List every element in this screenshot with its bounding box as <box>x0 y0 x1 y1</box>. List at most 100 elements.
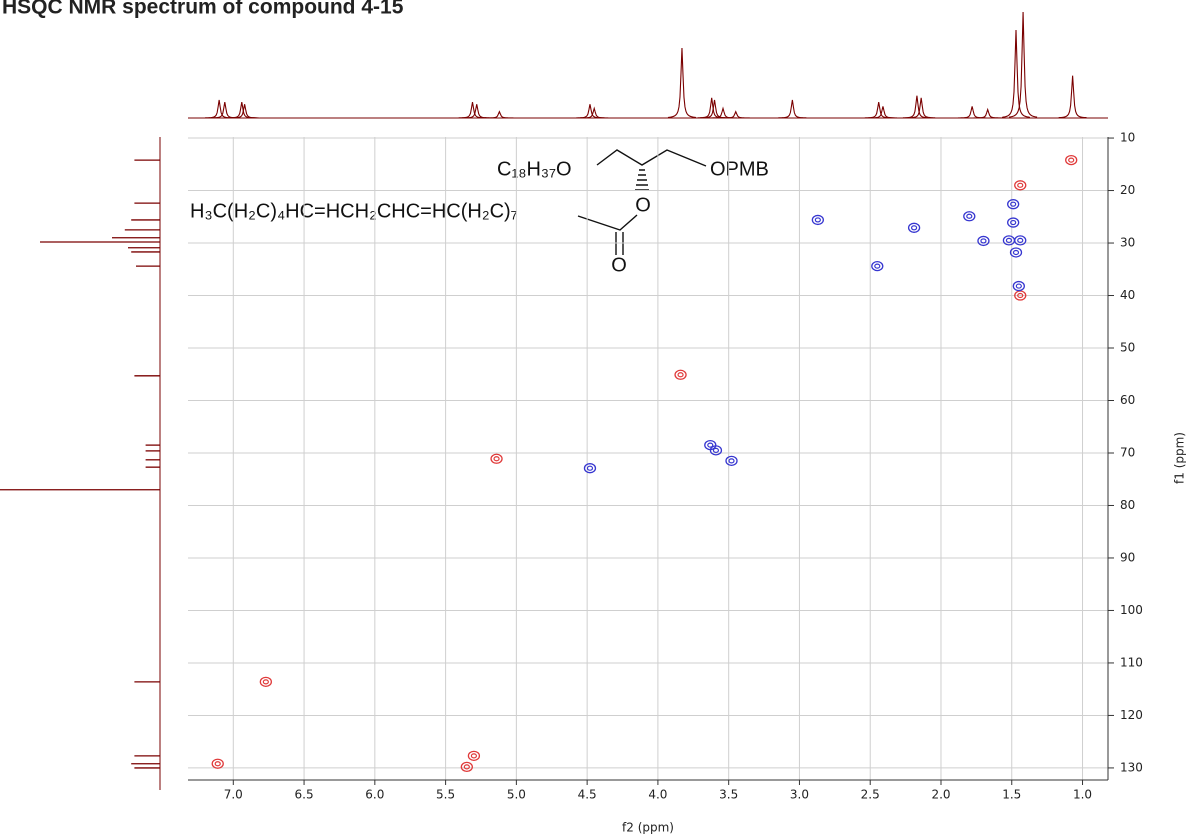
x-tick-label: 2.0 <box>931 788 950 802</box>
projection-peak <box>485 110 514 119</box>
projection-peak <box>1009 11 1038 118</box>
cross-peak <box>1012 280 1025 292</box>
x-tick-label: 6.5 <box>295 788 314 802</box>
x-tick-label: 7.0 <box>224 788 243 802</box>
contour <box>677 372 684 378</box>
contour <box>1012 249 1020 256</box>
projection-peak <box>868 106 897 119</box>
cross-peak <box>259 676 272 687</box>
y-tick-label: 120 <box>1120 708 1143 722</box>
cross-peak <box>583 463 597 474</box>
y-tick-label: 50 <box>1120 341 1135 355</box>
contour <box>1017 292 1024 299</box>
y-tick-label: 20 <box>1120 183 1135 197</box>
structure-label: H₃C(H₂C)₄HC=HCH₂CHC=HC(H₂C)₇ <box>190 200 518 222</box>
cross-peak <box>211 758 224 769</box>
projection-peak <box>902 95 931 119</box>
cross-peak <box>811 214 824 226</box>
cross-peak <box>1007 217 1020 228</box>
cross-peak <box>709 445 723 456</box>
y-tick-label: 80 <box>1120 498 1135 512</box>
x-tick-label: 5.0 <box>507 788 526 802</box>
contour <box>214 761 221 767</box>
contour <box>1015 283 1022 289</box>
structure-label: C₁₈H₃₇O <box>497 158 572 180</box>
projection-peak <box>907 97 936 119</box>
structure-label: O <box>611 254 627 276</box>
y-tick-label: 90 <box>1120 550 1135 564</box>
contour <box>712 447 720 453</box>
cross-peak <box>963 211 976 222</box>
contour <box>1010 219 1017 226</box>
contour <box>966 213 973 219</box>
contour <box>814 217 821 223</box>
cross-peak <box>674 369 687 380</box>
chart-title: HSQC NMR spectrum of compound 4-15 <box>2 0 404 19</box>
projection-peak <box>462 104 491 119</box>
cross-peak <box>1002 235 1016 246</box>
projection-peak <box>458 102 487 119</box>
cross-peak <box>1065 154 1078 166</box>
contour <box>1017 182 1024 188</box>
projection-peak <box>1001 30 1031 118</box>
projection-peak <box>205 99 234 119</box>
y-tick-label: 70 <box>1120 445 1135 459</box>
projection-peak <box>864 102 893 119</box>
cross-peak <box>460 761 473 773</box>
contour <box>1017 237 1024 244</box>
hashed-bond <box>635 169 649 191</box>
contour <box>1010 201 1017 207</box>
x-tick-label: 3.5 <box>719 788 738 802</box>
projection-peak <box>778 99 807 119</box>
contour <box>728 458 735 464</box>
contour <box>262 679 269 685</box>
cross-peak <box>871 260 884 272</box>
projection-peak <box>709 106 738 119</box>
bond <box>596 149 707 167</box>
contour <box>707 442 714 448</box>
x-tick-label: 4.5 <box>578 788 597 802</box>
projection-peak <box>575 104 604 119</box>
y-tick-label: 10 <box>1120 131 1135 145</box>
cross-peak <box>725 455 738 467</box>
cross-peak <box>1014 235 1027 246</box>
projection-peak <box>958 106 987 119</box>
contour <box>910 225 918 231</box>
cross-peak <box>467 750 481 762</box>
projection-peak <box>230 104 259 119</box>
cross-peak <box>907 222 921 233</box>
cross-peak <box>490 453 503 464</box>
cross-peak <box>977 235 990 247</box>
structure: C₁₈H₃₇O OPMB H₃C(H₂C)₄HC=HCH₂CHC=HC(H₂C)… <box>190 149 769 276</box>
x-tick-label: 3.0 <box>790 788 809 802</box>
x-tick-label: 1.5 <box>1002 788 1021 802</box>
y-tick-label: 60 <box>1120 393 1135 407</box>
y-tick-label: 40 <box>1120 288 1135 302</box>
y-axis-label: f1 (ppm) <box>1173 432 1187 484</box>
cross-peak <box>1007 199 1020 210</box>
contour <box>874 263 881 269</box>
projection-peak <box>973 107 1002 119</box>
projection-peak <box>1058 75 1087 119</box>
y-tick-label: 110 <box>1120 655 1143 669</box>
projection-peak <box>721 110 750 119</box>
contour <box>493 456 500 462</box>
x-tick-label: 6.0 <box>365 788 384 802</box>
contour <box>980 238 987 244</box>
x-axis-label: f2 (ppm) <box>622 821 674 835</box>
contour <box>586 465 594 471</box>
x-tick-label: 4.0 <box>648 788 667 802</box>
contour <box>470 753 478 759</box>
structure-label: OPMB <box>710 158 769 180</box>
contour <box>1005 237 1013 244</box>
projection-peak <box>667 48 697 118</box>
y-tick-label: 30 <box>1120 236 1135 250</box>
structure-label: O <box>635 194 651 216</box>
cross-peak <box>1009 247 1023 258</box>
x-tick-label: 2.5 <box>861 788 880 802</box>
projection-peak <box>210 102 239 119</box>
contour <box>1068 157 1075 163</box>
y-tick-label: 130 <box>1120 760 1143 774</box>
x-tick-label: 1.0 <box>1073 788 1092 802</box>
